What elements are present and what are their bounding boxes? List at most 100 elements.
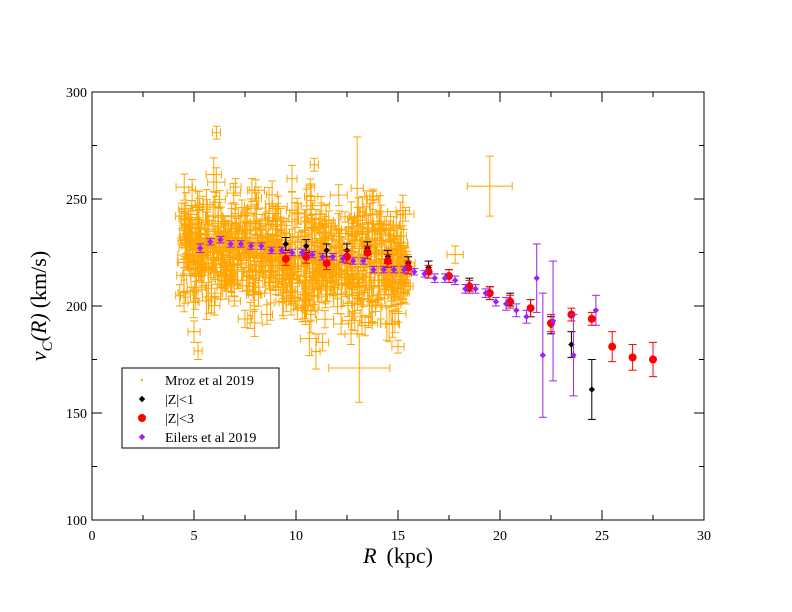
mroz-point [341, 260, 350, 284]
mroz-point [197, 282, 216, 320]
mroz-point [304, 183, 319, 210]
mroz-point [175, 173, 193, 201]
mroz-point [211, 125, 222, 140]
eilers-point [338, 255, 347, 263]
mroz-point [226, 182, 241, 204]
z3-point [526, 299, 535, 318]
legend-marker-mroz [140, 378, 144, 382]
eilers-point [216, 235, 225, 244]
y-tick-label: 300 [66, 86, 87, 101]
mroz-point [396, 201, 405, 228]
mroz-point [298, 260, 312, 300]
eilers-point [481, 288, 490, 298]
eilers-point [410, 268, 419, 276]
x-tick-label: 25 [595, 529, 609, 544]
mroz-point [259, 212, 273, 238]
mroz-point [341, 310, 362, 331]
mroz-point [364, 273, 375, 306]
mroz-point [315, 310, 335, 329]
mroz-point [231, 203, 240, 224]
eilers-point [591, 294, 600, 326]
y-tick-label: 150 [66, 407, 87, 422]
mroz-point [266, 180, 279, 209]
eilers-point [226, 240, 235, 248]
mroz-point [280, 273, 298, 287]
z3-point [383, 254, 392, 268]
mroz-point [207, 233, 227, 254]
mroz-point [237, 309, 253, 329]
mroz-point [183, 213, 199, 226]
legend-marker-z1 [138, 395, 146, 403]
x-tick-label: 10 [289, 529, 303, 544]
legend-marker-z3 [138, 414, 146, 422]
x-tick-label: 30 [697, 529, 711, 544]
mroz-point [395, 228, 408, 244]
y-axis-title: vC(R) (km/s) [26, 251, 56, 361]
x-axis-symbol: R [362, 543, 377, 568]
eilers-point [549, 260, 558, 382]
mroz-point [188, 262, 206, 274]
eilers-point [471, 284, 480, 294]
mroz-point [395, 194, 411, 227]
mroz-point [380, 306, 394, 341]
tick-labels: 0 5 10 15 20 25 30 100 150 200 250 300 [66, 86, 711, 544]
mroz-point [363, 203, 378, 225]
x-tick-label: 5 [191, 529, 198, 544]
eilers-point [206, 238, 215, 246]
eilers-point [538, 292, 547, 418]
mroz-point [339, 227, 357, 240]
eilers-point [287, 248, 296, 257]
z3-point [302, 249, 311, 264]
mroz-point [315, 333, 330, 352]
mroz-point [178, 192, 194, 226]
mroz-point [329, 184, 348, 207]
eilers-point [569, 314, 578, 397]
eilers-point [502, 296, 511, 311]
x-tick-label: 20 [493, 529, 507, 544]
mroz-point [285, 190, 299, 230]
y-tick-label: 100 [66, 514, 87, 529]
mroz-point [390, 299, 402, 310]
series-eilers [196, 235, 600, 418]
x-tick-label: 0 [89, 529, 96, 544]
mroz-point [336, 228, 345, 261]
mroz-point [254, 241, 273, 276]
mroz-point [224, 256, 244, 283]
z3-point [587, 311, 596, 326]
mroz-point [311, 333, 321, 370]
mroz-point [318, 224, 327, 254]
eilers-point [512, 303, 521, 318]
series-mroz [175, 125, 513, 403]
mroz-point [353, 298, 371, 335]
mroz-point [247, 282, 260, 301]
eilers-point [451, 275, 460, 286]
legend-label-eilers: Eilers et al 2019 [165, 431, 256, 446]
mroz-point [306, 213, 325, 224]
eilers-point [420, 270, 429, 278]
eilers-point [196, 243, 205, 253]
legend-box [121, 367, 280, 449]
mroz-point [210, 232, 228, 262]
eilers-point [491, 296, 500, 307]
eilers-point [349, 257, 358, 265]
eilers-point [257, 242, 266, 250]
z3-point [322, 256, 331, 271]
z3-point [281, 252, 290, 266]
mroz-point [359, 316, 379, 329]
mroz-point [228, 295, 241, 307]
mroz-point [187, 320, 201, 343]
mroz-point [305, 178, 316, 197]
mroz-point [310, 283, 328, 311]
mroz-point [250, 203, 261, 243]
mroz-point [206, 245, 219, 270]
mroz-point [347, 201, 356, 237]
mroz-point [286, 164, 298, 193]
eilers-point [532, 243, 541, 313]
legend-label-z1: |Z|<1 [165, 393, 194, 408]
y-axis-subscript: C [40, 340, 56, 351]
mroz-point [387, 224, 401, 247]
mroz-point [328, 333, 391, 403]
mroz-point [207, 167, 226, 198]
mroz-point [241, 265, 257, 288]
y-axis-symbol: v [26, 351, 51, 361]
